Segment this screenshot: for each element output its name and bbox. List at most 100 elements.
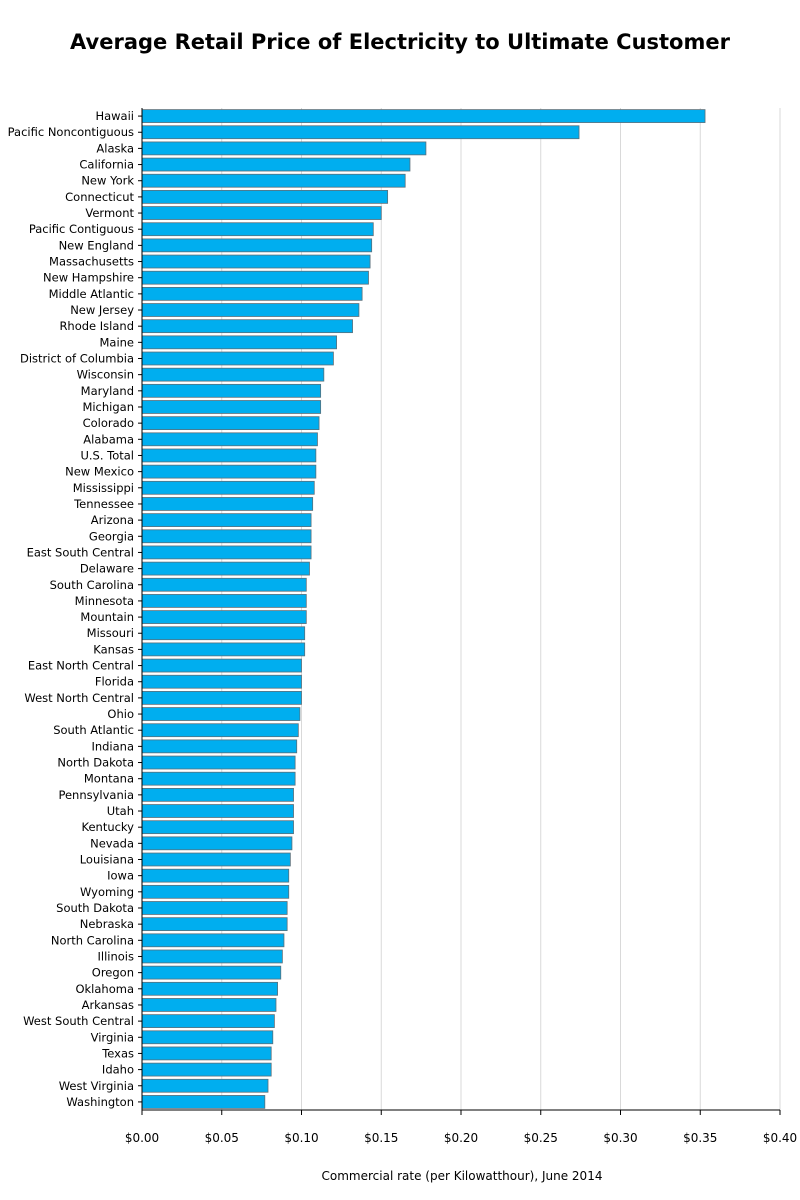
x-tick-label: $0.30 (603, 1131, 637, 1145)
bar (141, 917, 288, 932)
category-label: Utah (107, 804, 134, 818)
x-tick-label: $0.20 (444, 1131, 478, 1145)
bar (141, 1078, 269, 1093)
x-tick-label: $0.35 (683, 1131, 717, 1145)
category-label: Pennsylvania (58, 788, 134, 802)
category-label: Arkansas (82, 998, 134, 1012)
category-label: Alabama (83, 432, 134, 446)
x-tick-label: $0.10 (284, 1131, 318, 1145)
category-label: New York (81, 174, 134, 188)
category-label: West South Central (23, 1014, 134, 1028)
category-label: Rhode Island (59, 319, 134, 333)
category-label: Mississippi (73, 481, 134, 495)
bar (141, 400, 322, 414)
bar (141, 157, 411, 172)
bar (141, 125, 580, 140)
category-label: North Carolina (51, 933, 134, 947)
category-label: Arizona (91, 513, 134, 527)
bar (141, 286, 363, 301)
category-label: Connecticut (65, 190, 134, 204)
category-label: West North Central (24, 691, 134, 705)
category-label: Tennessee (73, 497, 134, 511)
category-label: New Jersey (70, 303, 134, 317)
category-label: Washington (66, 1095, 134, 1109)
category-label: Ohio (107, 707, 134, 721)
bar (141, 836, 293, 851)
category-label: Delaware (80, 562, 134, 576)
category-label: Wisconsin (77, 368, 134, 382)
bar (141, 190, 389, 204)
category-label: New Mexico (65, 465, 134, 479)
x-axis-title: Commercial rate (per Kilowatthour), June… (321, 1169, 603, 1183)
category-label: Pacific Noncontiguous (8, 125, 134, 139)
bar (141, 254, 371, 269)
bar (141, 723, 299, 738)
category-label: U.S. Total (80, 448, 134, 462)
bar (141, 868, 290, 883)
category-label: Oregon (92, 966, 134, 980)
category-label: Virginia (91, 1030, 134, 1044)
category-label: Maryland (81, 384, 134, 398)
bar (141, 610, 307, 624)
category-label: Georgia (89, 529, 134, 543)
bar (141, 319, 353, 334)
bar (141, 998, 277, 1012)
bar (141, 804, 294, 818)
bar (141, 981, 278, 996)
category-label: Kansas (93, 642, 134, 656)
category-label: Massachusetts (49, 255, 134, 269)
category-label: Minnesota (75, 594, 134, 608)
bar (141, 933, 285, 948)
category-label: Missouri (87, 626, 134, 640)
category-label: District of Columbia (20, 352, 134, 366)
bar (141, 416, 320, 431)
bar (141, 270, 369, 285)
bar (141, 464, 317, 479)
bar (141, 1030, 274, 1045)
bar (141, 206, 382, 220)
category-label: Vermont (85, 206, 134, 220)
x-tick-label: $0.40 (763, 1131, 797, 1145)
category-label: Michigan (82, 400, 134, 414)
bar (141, 755, 296, 770)
bar (141, 1062, 272, 1077)
bar (141, 901, 288, 915)
bar (141, 561, 310, 576)
bar (141, 303, 360, 317)
bar (141, 674, 302, 689)
category-label: East North Central (28, 659, 134, 673)
bar (141, 577, 307, 592)
x-tick-label: $0.00 (125, 1131, 159, 1145)
x-tick-label: $0.15 (364, 1131, 398, 1145)
category-label: South Dakota (56, 901, 134, 915)
bar (141, 513, 312, 527)
category-label: North Dakota (57, 756, 134, 770)
bar (141, 222, 374, 237)
bar (141, 658, 302, 673)
x-tick-labels: $0.00 $0.05 $0.10 $0.15 $0.20 $0.25 $0.30 $0.35… (125, 1131, 797, 1145)
bar (141, 141, 427, 156)
bar (141, 771, 296, 786)
category-label: Wyoming (80, 885, 134, 899)
category-label: Middle Atlantic (49, 287, 134, 301)
bar (141, 529, 312, 544)
bar (141, 109, 706, 123)
bar (141, 884, 290, 899)
category-label: Mountain (80, 610, 134, 624)
bar (141, 335, 337, 350)
bar (141, 545, 312, 560)
bar (141, 351, 334, 366)
bar (141, 173, 406, 188)
bar (141, 383, 322, 398)
bar (141, 642, 306, 657)
bar (141, 852, 291, 867)
category-label: Illinois (98, 949, 135, 963)
category-label: New England (59, 238, 134, 252)
category-labels: Hawaii Pacific Noncontiguous Alaska Califor… (8, 109, 135, 1109)
bar (141, 448, 317, 463)
category-label: Nebraska (80, 917, 134, 931)
bar (141, 497, 314, 511)
bar (141, 1095, 266, 1109)
category-label: South Atlantic (53, 723, 134, 737)
